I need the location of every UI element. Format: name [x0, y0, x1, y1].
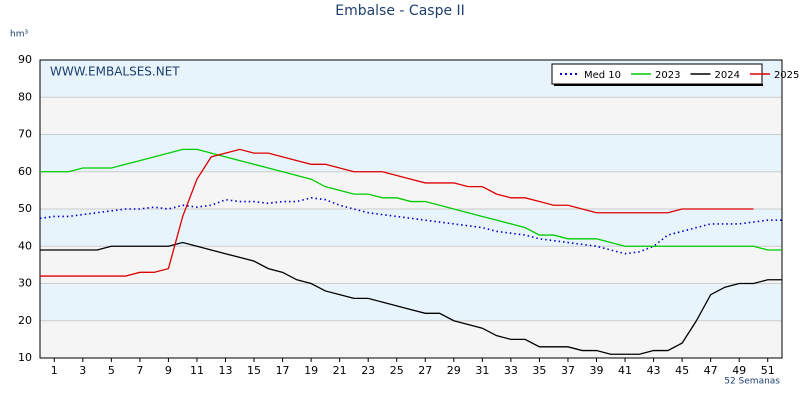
x-tick-label: 7	[136, 364, 143, 377]
x-tick-label: 33	[504, 364, 518, 377]
x-tick-label: 45	[675, 364, 689, 377]
y-tick-label: 30	[18, 277, 32, 290]
x-tick-label: 3	[79, 364, 86, 377]
x-tick-label: 41	[618, 364, 632, 377]
x-tick-label: 1	[51, 364, 58, 377]
y-unit: hm³	[10, 30, 28, 40]
band	[40, 320, 782, 358]
x-tick-label: 49	[732, 364, 746, 377]
x-tick-label: 19	[304, 364, 318, 377]
x-tick-label: 37	[561, 364, 575, 377]
band	[40, 97, 782, 135]
chart-title: Embalse - Caspe II	[335, 3, 465, 19]
y-tick-label: 10	[18, 351, 32, 364]
x-tick-label: 47	[704, 364, 718, 377]
band	[40, 246, 782, 284]
series-line	[40, 148, 754, 277]
band	[40, 134, 782, 172]
series-line	[40, 148, 782, 251]
x-tick-label: 15	[247, 364, 261, 377]
x-tick-label: 13	[219, 364, 233, 377]
watermark: WWW.EMBALSES.NET	[50, 65, 180, 79]
x-tick-label: 9	[165, 364, 172, 377]
y-tick-label: 50	[18, 202, 32, 215]
legend-label: Med 10	[584, 70, 621, 81]
x-tick-label: 21	[333, 364, 347, 377]
band	[40, 171, 782, 209]
x-tick-label: 23	[361, 364, 375, 377]
x-tick-label: 27	[418, 364, 432, 377]
y-tick-label: 70	[18, 128, 32, 141]
band	[40, 283, 782, 321]
y-tick-label: 80	[18, 90, 32, 103]
legend-label: 2023	[655, 70, 680, 81]
y-tick-label: 20	[18, 314, 32, 327]
y-tick-label: 60	[18, 165, 32, 178]
x-tick-label: 35	[532, 364, 546, 377]
plot-frame	[39, 59, 783, 359]
x-tick-label: 43	[647, 364, 661, 377]
x-tick-label: 17	[276, 364, 290, 377]
x-tick-label: 39	[590, 364, 604, 377]
x-tick-label: 51	[761, 364, 775, 377]
x-tick-label: 25	[390, 364, 404, 377]
y-tick-label: 90	[18, 53, 32, 66]
x-tick-label: 5	[108, 364, 115, 377]
legend-label: 2025	[774, 70, 799, 81]
x-axis-label: 52 Semanas	[724, 377, 780, 387]
x-tick-label: 31	[475, 364, 489, 377]
legend-label: 2024	[714, 70, 739, 81]
series-line	[40, 241, 782, 355]
x-tick-label: 11	[190, 364, 204, 377]
band	[40, 209, 782, 247]
x-tick-label: 29	[447, 364, 461, 377]
y-tick-label: 40	[18, 239, 32, 252]
